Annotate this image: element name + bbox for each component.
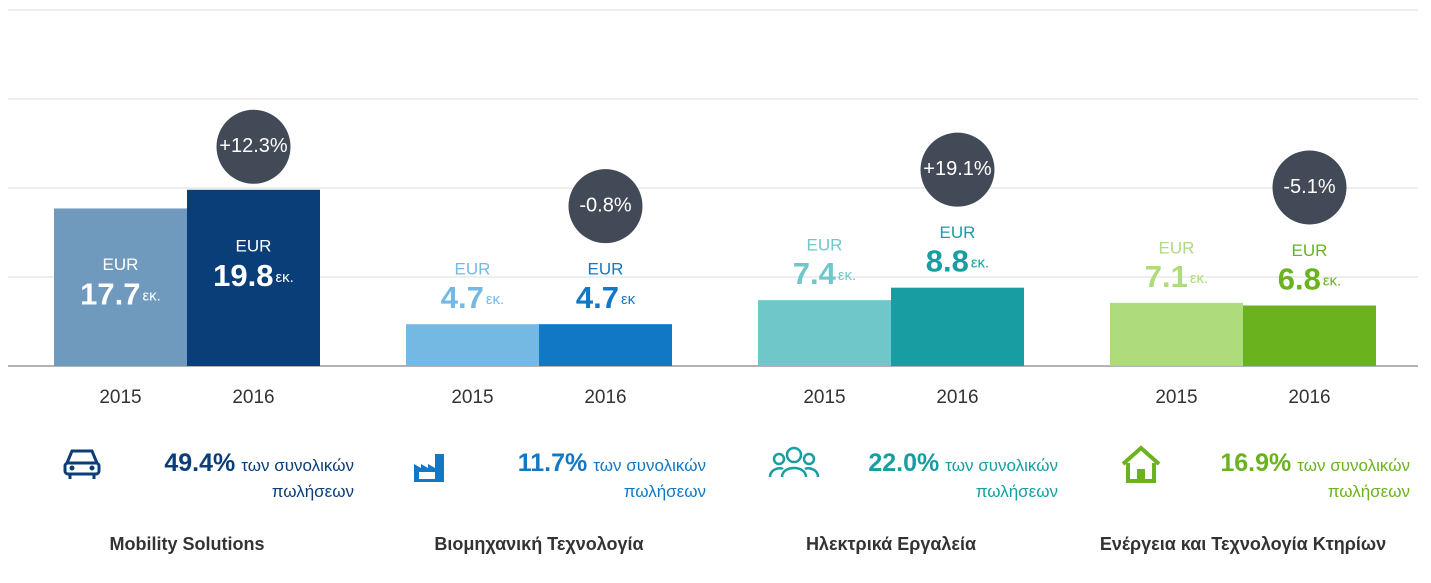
share-line: 49.4% των συνολικών	[54, 450, 354, 479]
change-badge	[216, 109, 291, 184]
change-label: +19.1%	[923, 158, 992, 180]
value-label: 6.8 εκ.	[1278, 262, 1341, 297]
currency-label: EUR	[1159, 238, 1195, 257]
change-badge	[920, 132, 995, 207]
share-value: 22.0%	[868, 449, 940, 477]
unit: εκ.	[971, 255, 989, 272]
x-tick-label: 2015	[1155, 387, 1197, 408]
car-icon	[63, 449, 101, 479]
bar	[539, 324, 672, 366]
change-badge	[1272, 150, 1347, 225]
group-name: Mobility Solutions	[109, 534, 265, 554]
x-tick-label: 2016	[936, 387, 978, 408]
share-text: πωλήσεων	[271, 482, 354, 501]
currency-label: EUR	[807, 236, 843, 255]
value: 7.1	[1145, 259, 1188, 294]
currency-label: EUR	[103, 255, 139, 274]
share: 16.9% των συνολικών πωλήσεων	[1110, 450, 1410, 505]
x-tick-label: 2015	[99, 387, 141, 408]
currency-label: EUR	[1292, 241, 1328, 260]
value-label: 7.1 εκ.	[1145, 259, 1208, 294]
x-tick-label: 2016	[584, 387, 626, 408]
value-label: 4.7 εκ	[576, 280, 636, 315]
value: 19.8	[213, 258, 273, 293]
share-line: 22.0% των συνολικών	[758, 450, 1058, 479]
currency-label: EUR	[940, 223, 976, 242]
share-value: 16.9%	[1220, 449, 1292, 477]
currency-label: EUR	[588, 260, 624, 279]
value-label: 8.8 εκ.	[926, 244, 989, 279]
group-name: Βιομηχανική Τεχνολογία	[434, 534, 644, 554]
share-value: 11.7%	[517, 449, 588, 477]
share-text: των συνολικών	[1297, 456, 1410, 475]
share-text: πωλήσεων	[975, 482, 1058, 501]
value-label: 17.7 εκ.	[80, 277, 161, 312]
bar	[187, 189, 320, 366]
currency-label: EUR	[455, 260, 491, 279]
bar	[1110, 302, 1243, 366]
group-name: Ηλεκτρικά Εργαλεία	[805, 534, 977, 554]
people-icon	[768, 446, 820, 478]
unit: εκ.	[1190, 270, 1208, 287]
share-text: πωλήσεων	[1327, 482, 1410, 501]
change-badge	[568, 169, 643, 244]
value: 7.4	[793, 256, 837, 291]
share-text: των συνολικών	[945, 456, 1058, 475]
factory-icon	[414, 454, 444, 482]
value: 6.8	[1278, 262, 1321, 297]
value: 17.7	[80, 277, 140, 312]
value: 4.7	[576, 280, 619, 315]
value-label: 4.7 εκ.	[441, 280, 504, 315]
bar	[406, 324, 539, 366]
x-tick-label: 2015	[451, 387, 493, 408]
unit: εκ.	[1323, 272, 1341, 289]
share-value: 49.4%	[164, 449, 236, 477]
share-text: των συνολικών	[593, 456, 706, 475]
unit: εκ.	[838, 267, 856, 284]
change-label: +12.3%	[219, 135, 288, 157]
bar	[758, 300, 891, 366]
share: 11.7% των συνολικών πωλήσεων	[406, 450, 706, 505]
unit: εκ	[621, 291, 636, 308]
bar	[54, 208, 187, 366]
currency-label: EUR	[236, 236, 272, 255]
group-name: Ενέργεια και Τεχνολογία Κτηρίων	[1099, 534, 1387, 554]
share-text: των συνολικών	[241, 456, 354, 475]
value: 8.8	[926, 244, 969, 279]
value: 4.7	[441, 280, 484, 315]
unit: εκ.	[275, 269, 293, 286]
share: 49.4% των συνολικών πωλήσεων	[54, 450, 354, 505]
change-label: -0.8%	[579, 194, 631, 216]
unit: εκ.	[486, 291, 504, 308]
share-text: πωλήσεων	[623, 482, 706, 501]
house-icon	[1121, 445, 1161, 483]
x-tick-label: 2015	[803, 387, 845, 408]
share-line: 16.9% των συνολικών	[1110, 450, 1410, 479]
x-tick-label: 2016	[1288, 387, 1330, 408]
bar	[1243, 305, 1376, 366]
change-label: -5.1%	[1283, 176, 1335, 198]
bar	[891, 287, 1024, 366]
share: 22.0% των συνολικών πωλήσεων	[758, 450, 1058, 505]
value-label: 7.4 εκ.	[793, 256, 856, 291]
x-tick-label: 2016	[232, 387, 274, 408]
value-label: 19.8 εκ.	[213, 258, 294, 293]
unit: εκ.	[142, 287, 160, 304]
share-line: 11.7% των συνολικών	[406, 450, 706, 479]
